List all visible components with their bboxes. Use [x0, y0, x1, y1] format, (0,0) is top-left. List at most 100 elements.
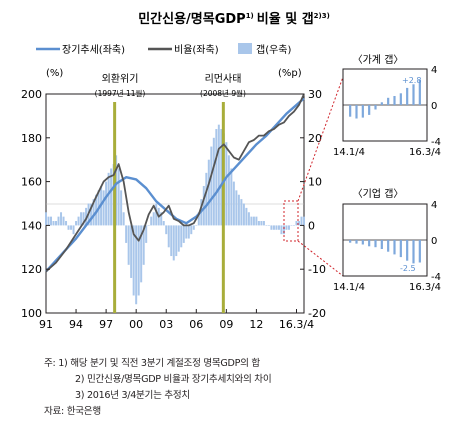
gap-bar [275, 225, 278, 230]
gap-bar [187, 225, 190, 239]
right-tick-label: 30 [308, 88, 322, 101]
inset-bar [355, 240, 358, 244]
gap-bar [167, 225, 170, 248]
x-tick-label: 94 [69, 318, 83, 331]
legend-trend-label: 장기추세(좌축) [62, 44, 125, 56]
inset-household-ticks: -4 0 4 14.1/4 16.3/4 [333, 65, 441, 158]
gap-bar [102, 190, 105, 226]
gap-bar [242, 203, 245, 226]
gap-bar [77, 216, 80, 226]
gap-bar [70, 225, 73, 230]
gap-bar [57, 216, 60, 226]
inset-corporate-bars [349, 240, 421, 264]
inset-bar [406, 87, 409, 105]
gap-bars [45, 124, 305, 305]
gap-bar [120, 190, 123, 226]
gap-bar [65, 221, 68, 226]
left-tick-label: 120 [21, 263, 42, 276]
gap-bar [82, 212, 85, 226]
inset-bar [412, 240, 415, 264]
source-note: 자료: 한국은행 [44, 406, 101, 417]
gap-bar [192, 225, 195, 230]
footnote-2: 2) 민간신용/명목GDP 비율과 장기추세치와의 차이 [75, 374, 272, 385]
inset-bar [387, 97, 390, 105]
main-plot-frame [45, 93, 305, 314]
inset-bar [412, 84, 415, 105]
gap-bar [295, 221, 298, 226]
gap-bar [267, 225, 270, 226]
event-date-lehman: (2008년 9월) [200, 88, 246, 98]
legend: 장기추세(좌축) 비율(좌축) 갭(우축) [36, 43, 292, 56]
inset-bar [380, 240, 383, 249]
inset-bar [349, 240, 352, 243]
chart-title: 민간신용/명목GDP1) 비율 및 갭2)3) [138, 11, 330, 27]
x-tick-label: 09 [219, 318, 233, 331]
gap-bar [182, 225, 185, 243]
gap-bar [202, 185, 205, 226]
inset-bar [374, 105, 377, 110]
gap-bar [225, 142, 228, 226]
gap-bar [297, 221, 300, 226]
right-tick-label: -20 [308, 307, 326, 320]
gap-bar [162, 221, 165, 226]
event-lines [113, 102, 225, 313]
inset-y-tick-label: 0 [431, 101, 437, 112]
inset-bar [349, 105, 352, 117]
legend-ratio-label: 비율(좌축) [174, 44, 219, 56]
left-tick-label: 180 [21, 132, 42, 145]
gap-bar [122, 212, 125, 226]
gap-bar [285, 225, 288, 230]
gap-bar [195, 225, 198, 226]
inset-bar [374, 240, 377, 248]
inset-bar [361, 240, 364, 245]
inset-corporate-annotation: -2.5 [400, 264, 416, 273]
left-axis-ticks: 100 120 140 160 180 200 [21, 88, 50, 320]
right-tick-label: -10 [308, 263, 326, 276]
gap-bar [257, 221, 260, 226]
gap-bar [207, 159, 210, 226]
x-tick-label: 00 [129, 318, 143, 331]
zoom-connector-bottom [297, 240, 344, 277]
gap-bar [135, 225, 138, 305]
gap-bar [152, 212, 155, 226]
gap-bar [85, 207, 88, 226]
event-label-imf: 외환위기 [102, 72, 139, 85]
gap-bar [303, 216, 305, 226]
inset-household-title: 〈가계 갭〉 [353, 54, 404, 66]
gap-bar [232, 181, 235, 226]
gap-bar [270, 225, 273, 230]
inset-bar [355, 105, 358, 119]
gap-bar [240, 199, 243, 226]
gap-bar [230, 168, 233, 226]
gap-bar [185, 225, 188, 239]
right-tick-label: 0 [308, 219, 315, 232]
gap-bar [107, 172, 110, 226]
left-axis-unit: (%) [46, 68, 63, 79]
inset-bar [368, 105, 371, 115]
gap-bar [150, 216, 153, 226]
event-labels: 외환위기 (1997년 11월) 리먼사태 (2008년 9월) [95, 72, 246, 98]
gap-bar [92, 199, 95, 226]
gap-bar [127, 225, 130, 265]
gap-bar [190, 225, 193, 235]
gap-bar [147, 225, 150, 226]
ratio-line [45, 93, 305, 273]
gap-bar [287, 225, 290, 230]
inset-corporate-title: 〈기업 갭〉 [353, 187, 404, 200]
gap-bar [80, 212, 83, 226]
gap-bar [255, 216, 258, 226]
x-tick-label: 91 [39, 318, 53, 331]
gap-bar [142, 225, 145, 265]
gap-bar [45, 212, 47, 226]
gap-bar [62, 216, 65, 226]
right-tick-label: 20 [308, 132, 322, 145]
inset-bar [406, 240, 409, 261]
gap-bar [137, 225, 140, 296]
gap-bar [132, 225, 135, 296]
gap-bar [215, 129, 218, 226]
gap-bar [250, 216, 253, 226]
right-axis-unit: (%p) [278, 68, 302, 79]
credit-gdp-figure: 민간신용/명목GDP1) 비율 및 갭2)3) 장기추세(좌축) 비율(좌축) 갭… [21, 11, 441, 331]
event-label-lehman: 리먼사태 [205, 73, 242, 85]
trend-line [45, 97, 305, 273]
